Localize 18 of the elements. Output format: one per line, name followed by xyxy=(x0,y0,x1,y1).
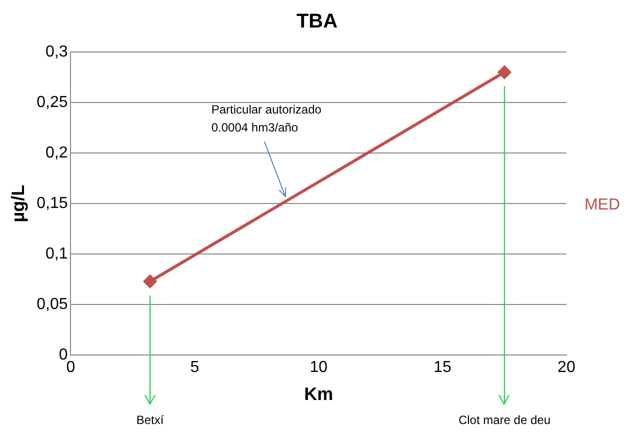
ref-line-label: Clot mare de deu xyxy=(458,413,551,427)
x-tick-label: 5 xyxy=(190,359,200,376)
y-tick-label: 0,25 xyxy=(36,94,68,111)
text: MED xyxy=(584,196,620,214)
y-tick-label: 0,1 xyxy=(45,246,68,263)
chart-title: TBA xyxy=(296,10,338,33)
y-tick-label: 0,15 xyxy=(36,195,68,212)
x-tick-label: 10 xyxy=(310,359,328,376)
y-tick-label: 0,05 xyxy=(36,296,68,314)
y-tick-label: 0,2 xyxy=(45,144,68,162)
y-axis-title: µg/L xyxy=(8,184,28,222)
y-tick-label: 0,3 xyxy=(45,43,68,60)
x-tick-label: 20 xyxy=(558,359,576,376)
ref-line-label: Betxí xyxy=(136,413,164,427)
annotation: Particular autorizado 0.0004 hm3/año xyxy=(211,102,322,135)
x-tick-label: 15 xyxy=(434,359,452,376)
x-axis-title: Km xyxy=(304,384,334,404)
y-tick-label: 0 xyxy=(58,346,68,364)
